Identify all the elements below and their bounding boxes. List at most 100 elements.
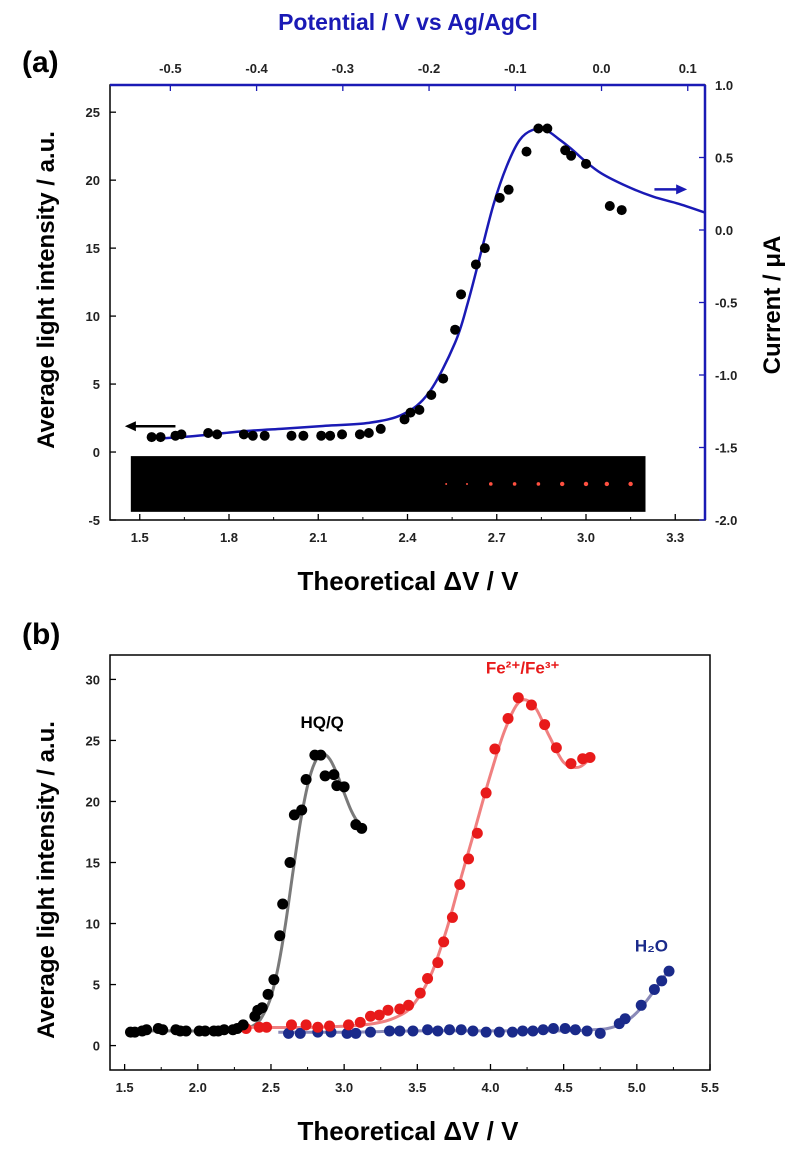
data-point (300, 1019, 312, 1031)
data-point (422, 972, 434, 984)
data-point (454, 878, 466, 890)
data-point (268, 974, 280, 986)
x-tick-label: 1.5 (131, 530, 149, 545)
data-point (604, 200, 615, 211)
y-tick-label: -5 (88, 513, 100, 528)
data-points-b (124, 692, 675, 1039)
x-tick-label: 2.0 (189, 1080, 207, 1095)
data-point (237, 1019, 249, 1031)
fit-curve (278, 969, 671, 1034)
data-point (489, 743, 501, 755)
data-point (238, 429, 249, 440)
x-tick-label: 5.0 (628, 1080, 646, 1095)
data-point (316, 430, 327, 441)
intensity-points-a (146, 123, 627, 443)
data-point (324, 1020, 336, 1032)
data-point (479, 243, 490, 254)
right-tick-label: -1.0 (715, 368, 737, 383)
data-point (432, 957, 444, 969)
data-point (533, 123, 544, 134)
x-tick-label: 1.5 (116, 1080, 134, 1095)
y-tick-label: 25 (86, 105, 100, 120)
data-point (403, 999, 415, 1011)
data-point (438, 373, 449, 384)
data-point (506, 1026, 518, 1038)
data-point (616, 205, 627, 216)
data-point (471, 827, 483, 839)
data-point (285, 1019, 297, 1031)
data-point (547, 1023, 559, 1034)
right-tick-label: -0.5 (715, 296, 737, 311)
x-tick-label: 3.0 (577, 530, 595, 545)
data-point (284, 857, 296, 868)
right-tick-label: 0.0 (715, 223, 733, 238)
data-point (537, 1024, 549, 1036)
x-tick-label: 4.0 (481, 1080, 499, 1095)
data-point (277, 898, 289, 910)
data-point (648, 983, 660, 995)
data-point (559, 1023, 571, 1034)
inset-spot (466, 482, 468, 485)
data-point (259, 430, 270, 441)
y-tick-label: 25 (86, 733, 100, 748)
data-point (343, 1019, 355, 1031)
right-tick-label: -2.0 (715, 513, 737, 528)
inset-spot (445, 482, 448, 485)
data-point (199, 1025, 211, 1037)
data-point (363, 428, 374, 438)
data-point (300, 774, 312, 785)
data-point (635, 999, 647, 1011)
y-tick-label: 20 (86, 173, 100, 188)
data-point (656, 975, 668, 987)
top-tick-label: -0.4 (245, 61, 268, 76)
x-tick-label: 2.5 (262, 1080, 280, 1095)
inset-spot (560, 481, 565, 487)
x-axis-title-b: Theoretical ΔV / V (298, 1116, 520, 1146)
data-point (444, 1024, 456, 1036)
current-curve (157, 127, 706, 441)
data-point (312, 1021, 324, 1033)
data-point (373, 1009, 385, 1021)
data-point (525, 699, 537, 711)
data-point (155, 432, 166, 443)
data-point (399, 414, 410, 425)
data-point (663, 965, 675, 977)
top-tick-label: 0.1 (679, 61, 697, 76)
data-point (503, 184, 514, 195)
panel-a: (a) Potential / V vs Ag/AgCl Average lig… (22, 9, 786, 596)
data-point (176, 429, 187, 440)
data-point (261, 1021, 273, 1033)
right-tick-label: -1.5 (715, 441, 737, 456)
data-point (569, 1024, 581, 1036)
data-point (315, 749, 327, 761)
data-point (364, 1010, 376, 1022)
data-point (517, 1025, 529, 1037)
inset-spot (512, 482, 517, 486)
x-tick-label: 1.8 (220, 530, 238, 545)
data-point (218, 1024, 230, 1036)
series-label: Fe²⁺/Fe³⁺ (486, 658, 560, 677)
data-point (407, 1025, 419, 1037)
data-point (203, 428, 214, 438)
data-point (422, 1024, 434, 1036)
data-point (328, 769, 340, 781)
data-point (294, 1027, 306, 1039)
data-point (354, 1016, 366, 1028)
data-point (584, 752, 596, 764)
x-tick-label: 2.1 (309, 530, 327, 545)
data-point (463, 853, 475, 865)
data-point (432, 1025, 444, 1037)
data-point (394, 1003, 406, 1015)
data-point (319, 770, 331, 782)
data-point (581, 158, 591, 169)
data-point (325, 430, 336, 441)
inset-spot (489, 482, 493, 486)
data-point (450, 324, 461, 335)
inset-spot (583, 481, 589, 487)
y-tick-label: 0 (93, 445, 100, 460)
data-point (384, 1025, 396, 1037)
fit-curves (130, 698, 671, 1034)
data-point (521, 146, 532, 157)
data-point (338, 781, 350, 793)
